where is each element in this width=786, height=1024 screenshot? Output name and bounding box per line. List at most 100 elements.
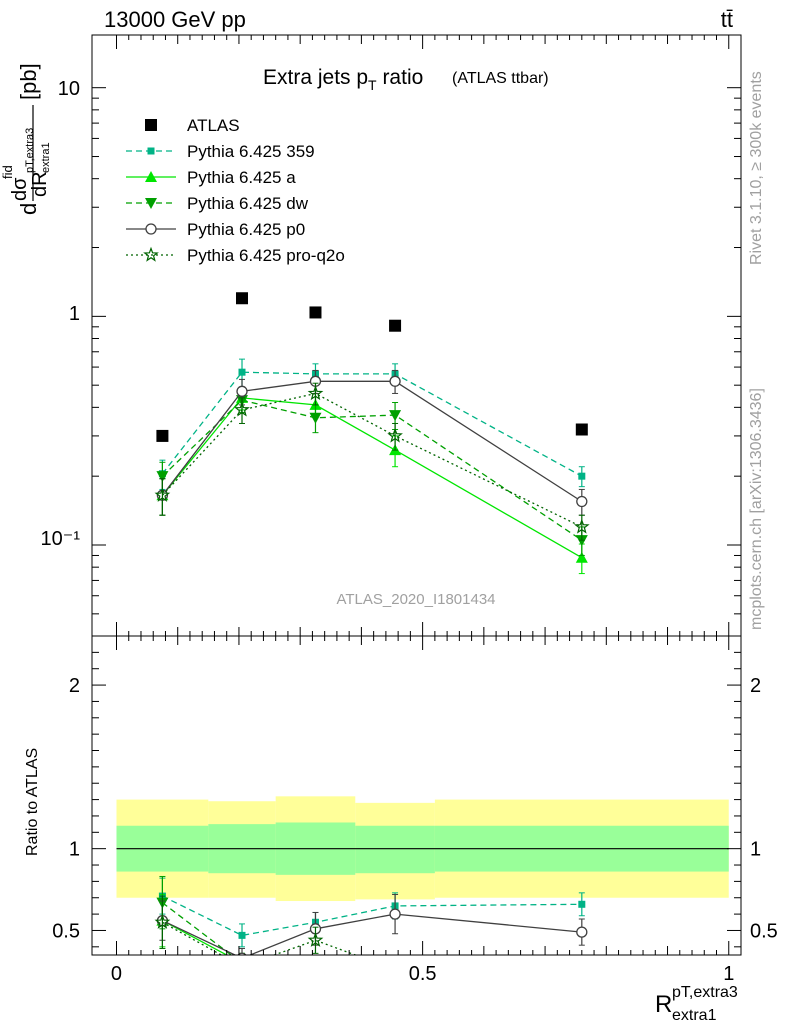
ratio-point-proq2o-2 [307,932,324,947]
ratio-ytick-label-left: 1 [69,839,80,861]
legend-marker-p359 [147,147,155,155]
chart-title: Extra jets pT ratio [263,66,423,93]
point-p359-1 [238,368,246,376]
ratio-point-dw-1 [236,958,248,969]
ratio-point-p0-4 [576,926,588,938]
ratio-ytick-label-right: 2 [750,675,761,697]
legend-marker-data [145,119,157,131]
ratio-point-p359-4 [578,900,586,908]
ratio-point-a-4 [576,974,588,985]
point-proq2o-0 [154,487,171,502]
point-p0-4 [576,495,588,508]
top-ytick-label-0: 10⁻¹ [41,528,81,550]
svg-text:pT,extra3: pT,extra3 [24,128,36,173]
ratio-point-dw-2 [309,961,321,972]
ratio-point-a-3 [389,974,401,985]
ratio-ytick-label-left: 2 [69,675,80,697]
series-a [156,386,588,575]
point-data-1 [236,292,249,305]
point-dw-0 [156,471,169,483]
series-p0 [156,369,588,516]
legend-label-p0: Pythia 6.425 p0 [187,220,305,239]
ratio-point-a-2 [309,960,321,971]
point-dw-3 [389,410,402,422]
svg-text:pT,extra3: pT,extra3 [672,984,738,1001]
ratio-point-proq2o-3 [389,963,401,975]
top-ytick-label-1: 1 [69,303,80,325]
svg-text:d: d [16,203,41,215]
ratio-ylabel: Ratio to ATLAS [24,748,41,856]
ratio-ytick-label-right: 0.5 [750,920,778,942]
analysis-watermark: ATLAS_2020_I1801434 [336,591,495,608]
legend-marker-p0 [145,223,157,235]
point-proq2o-2 [307,385,324,401]
top-ytick-label-2: 10 [58,78,80,100]
ratio-line-proq2o [162,921,358,955]
chart-title-note: (ATLAS ttbar) [452,70,549,87]
point-proq2o-4 [573,518,590,534]
legend-label-proq2o: Pythia 6.425 pro-q2o [187,246,345,265]
point-data-2 [309,306,322,319]
ratio-point-proq2o-1 [236,960,248,972]
ratio-line-p359 [162,895,582,937]
header-energy-label: 13000 GeV pp [104,7,246,32]
point-proq2o-1 [234,401,250,417]
series-dw [156,388,588,556]
legend: ATLAS Pythia 6.425 359 Pythia 6.425 a Py… [126,116,345,265]
svg-text:fid: fid [0,165,15,179]
ratio-point-dw-4 [576,975,588,986]
rivet-label: Rivet 3.1.10, ≥ 300k events [748,71,765,265]
series-line-a [161,397,583,559]
top-ylabel: d dσ fid dR pT,extra3 extra1 [pb] [0,63,52,215]
svg-text:[pb]: [pb] [16,63,41,100]
ratio-point-p0-3 [389,908,401,920]
ratio-point-a-1 [236,957,248,968]
point-a-4 [575,551,588,563]
ratio-xtick-label: 0 [111,963,122,985]
series-line-proq2o [161,392,583,528]
point-p0-3 [389,375,401,387]
legend-label-p359: Pythia 6.425 359 [187,142,315,161]
series-proq2o [154,382,590,541]
ratio-series-a [156,893,588,985]
svg-text:R: R [655,991,672,1018]
ratio-xtick-label: 1 [723,963,734,985]
ratio-panel-frame [91,635,742,956]
legend-label-a: Pythia 6.425 a [187,168,296,187]
ratio-point-proq2o-0 [154,914,171,929]
point-p0-1 [236,385,248,397]
svg-text:dσ: dσ [9,177,31,201]
svg-text:dR: dR [29,171,51,197]
mcplots-label: mcplots.cern.ch [arXiv:1306.3436] [748,388,765,630]
legend-marker-dw [145,198,157,209]
uncertainty-band-inner [355,825,435,874]
ratio-point-p359-1 [238,931,246,939]
legend-marker-a [145,171,157,182]
ratio-ytick-label-right: 1 [750,839,761,861]
ratio-line-a [162,920,229,955]
ratio-xlabel: R pT,extra3 extra1 [655,984,738,1024]
point-proq2o-3 [387,427,403,443]
header-process-label: tt̄ [721,7,733,32]
svg-text:extra1: extra1 [672,1007,717,1024]
legend-label-data: ATLAS [187,116,240,135]
legend-label-dw: Pythia 6.425 dw [187,194,309,213]
ratio-point-proq2o-4 [576,973,588,985]
svg-text:extra1: extra1 [40,142,52,173]
ratio-xtick-label: 0.5 [409,963,437,985]
ratio-line-p0 [162,913,582,955]
ratio-series-proq2o [154,895,588,985]
point-data-0 [156,429,169,442]
point-data-3 [389,319,402,332]
series-line-dw [161,399,583,541]
top-panel: 10⁻¹ 1 10 Extra jets pT ratio (ATLAS ttb… [0,34,742,637]
point-data-4 [575,423,588,436]
ratio-ytick-label-left: 0.5 [52,920,80,942]
ratio-panel: 0.5 0.5 1 1 2 2 0 0.5 1 Ratio to ATLAS R pT,extr… [24,635,778,1024]
ratio-point-dw-3 [389,975,401,986]
ratio-line-dw [162,902,233,955]
point-dw-2 [309,412,322,424]
legend-marker-proq2o [143,246,159,262]
ratio-series-p0 [156,893,588,955]
